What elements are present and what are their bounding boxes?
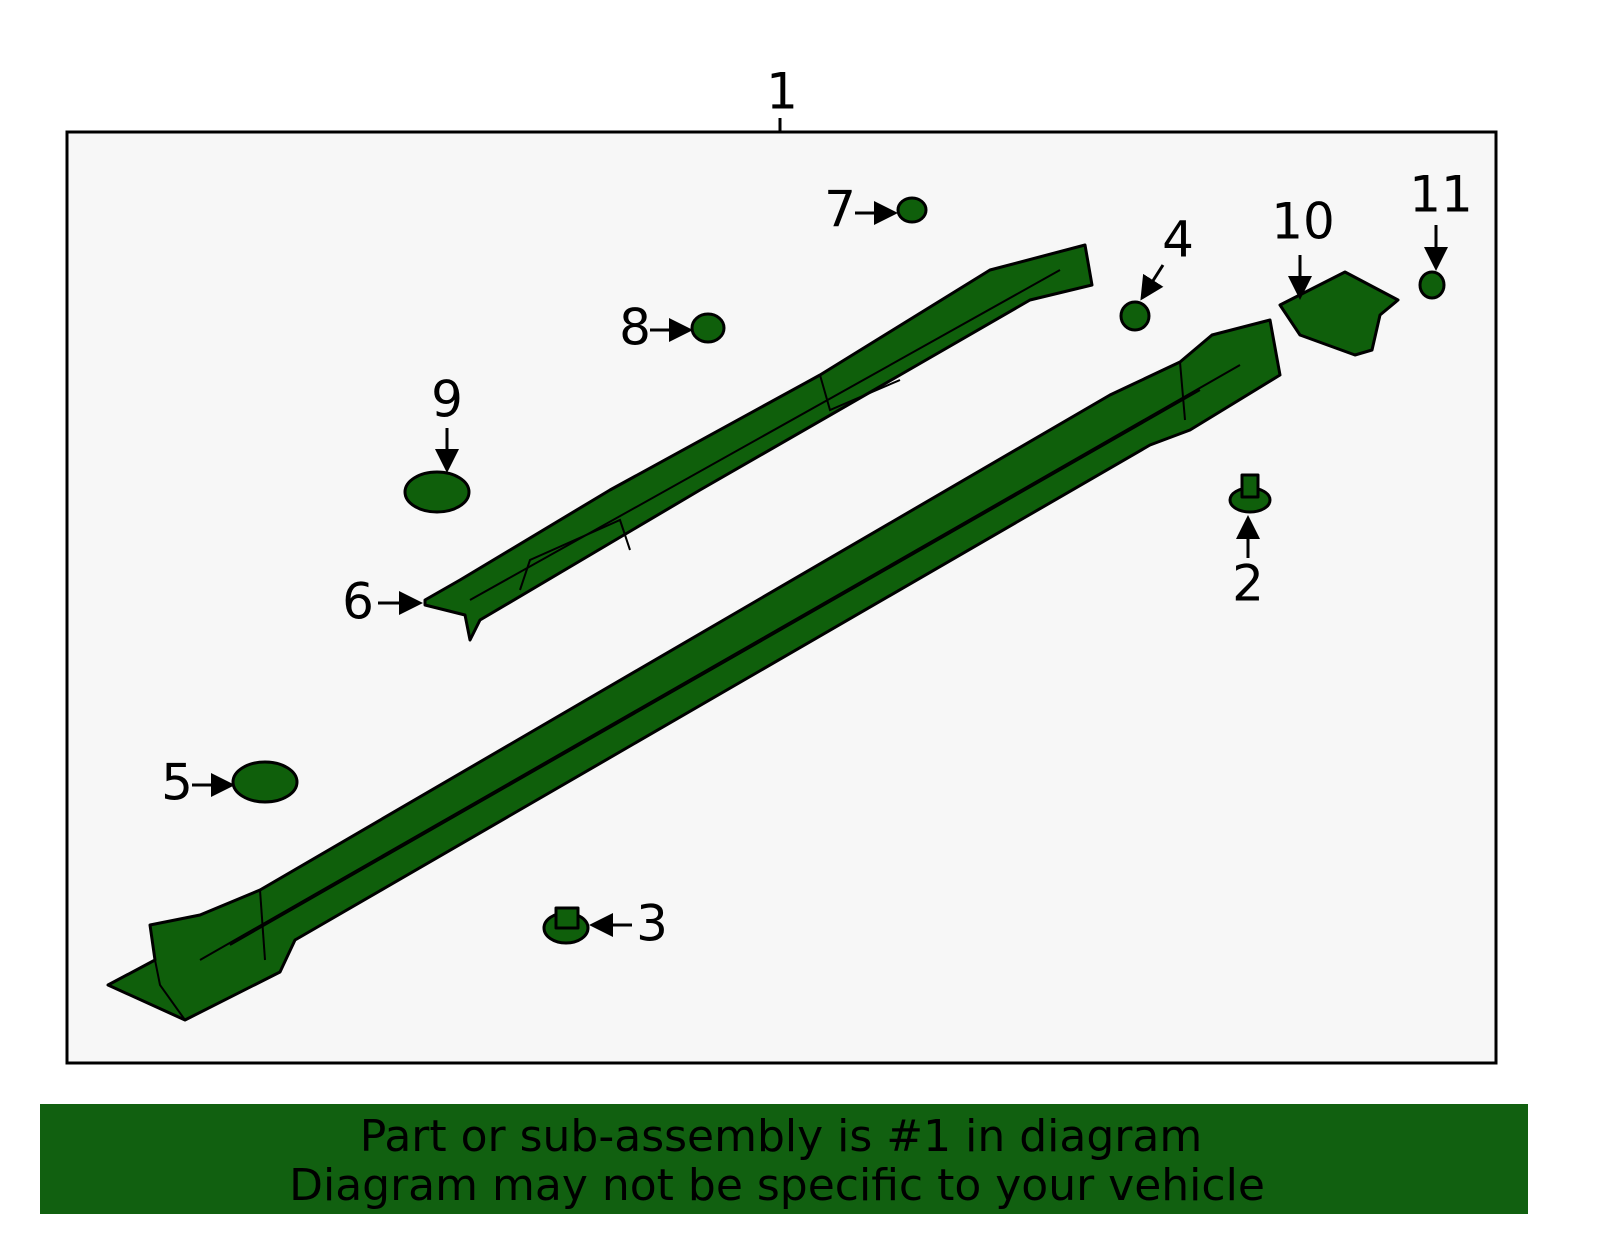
callout: 5	[161, 754, 193, 812]
callout: 3	[636, 895, 668, 953]
footer-line: Diagram may not be specific to your vehi…	[289, 1160, 1265, 1211]
callout: 6	[342, 573, 374, 631]
arrows	[192, 201, 1448, 937]
callout: 2	[1232, 555, 1264, 613]
callout: 7	[824, 181, 856, 239]
callout: 9	[431, 371, 463, 429]
rocker-panel	[106, 318, 1282, 1022]
callout: 4	[1162, 211, 1194, 269]
callout: 11	[1409, 166, 1473, 224]
callout: 1	[766, 63, 798, 121]
callout: 10	[1271, 193, 1335, 251]
reinforcement	[423, 243, 1094, 642]
footer-banner	[40, 1104, 1528, 1214]
footer-line: Part or sub-assembly is #1 in diagram	[360, 1111, 1202, 1162]
callout: 8	[619, 299, 651, 357]
